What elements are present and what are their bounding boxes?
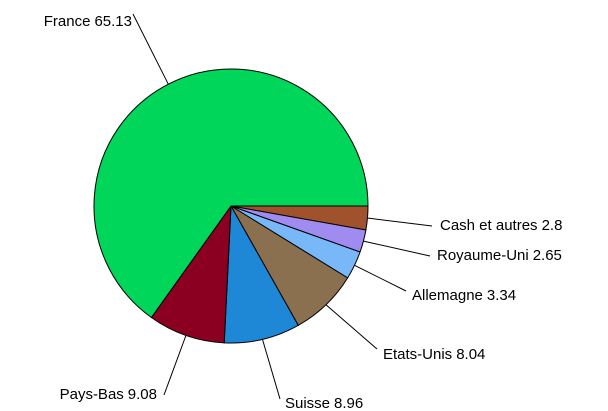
slice-label: France 65.13 [44, 13, 132, 30]
leader-line [132, 13, 169, 85]
leader-line [261, 339, 281, 400]
label-name: Pays-Bas [60, 386, 124, 403]
label-name: Cash et autres [440, 217, 538, 234]
label-name: Suisse [285, 395, 330, 411]
leader-line [367, 217, 433, 227]
label-value: 3.34 [487, 287, 516, 304]
slice-label: Etats-Unis 8.04 [383, 346, 485, 363]
slice-label: Pays-Bas 9.08 [60, 386, 157, 403]
label-name: Allemagne [412, 287, 483, 304]
leader-line [325, 304, 378, 350]
pie-slice [150, 204, 232, 344]
label-name: Etats-Unis [383, 346, 452, 363]
leader-line [163, 335, 187, 396]
label-value: 2.65 [533, 247, 562, 264]
label-value: 8.96 [334, 395, 363, 411]
leader-line [354, 264, 407, 292]
label-value: 9.08 [128, 386, 157, 403]
slice-label: Suisse 8.96 [285, 395, 363, 411]
label-value: 8.04 [456, 346, 485, 363]
label-value: 2.8 [542, 217, 563, 234]
slice-label: Royaume-Uni 2.65 [437, 247, 562, 264]
label-name: Royaume-Uni [437, 247, 529, 264]
slice-label: Cash et autres 2.8 [440, 217, 562, 234]
leader-line [363, 240, 431, 257]
label-name: France [44, 13, 91, 30]
label-value: 65.13 [94, 13, 132, 30]
slice-label: Allemagne 3.34 [412, 287, 516, 304]
